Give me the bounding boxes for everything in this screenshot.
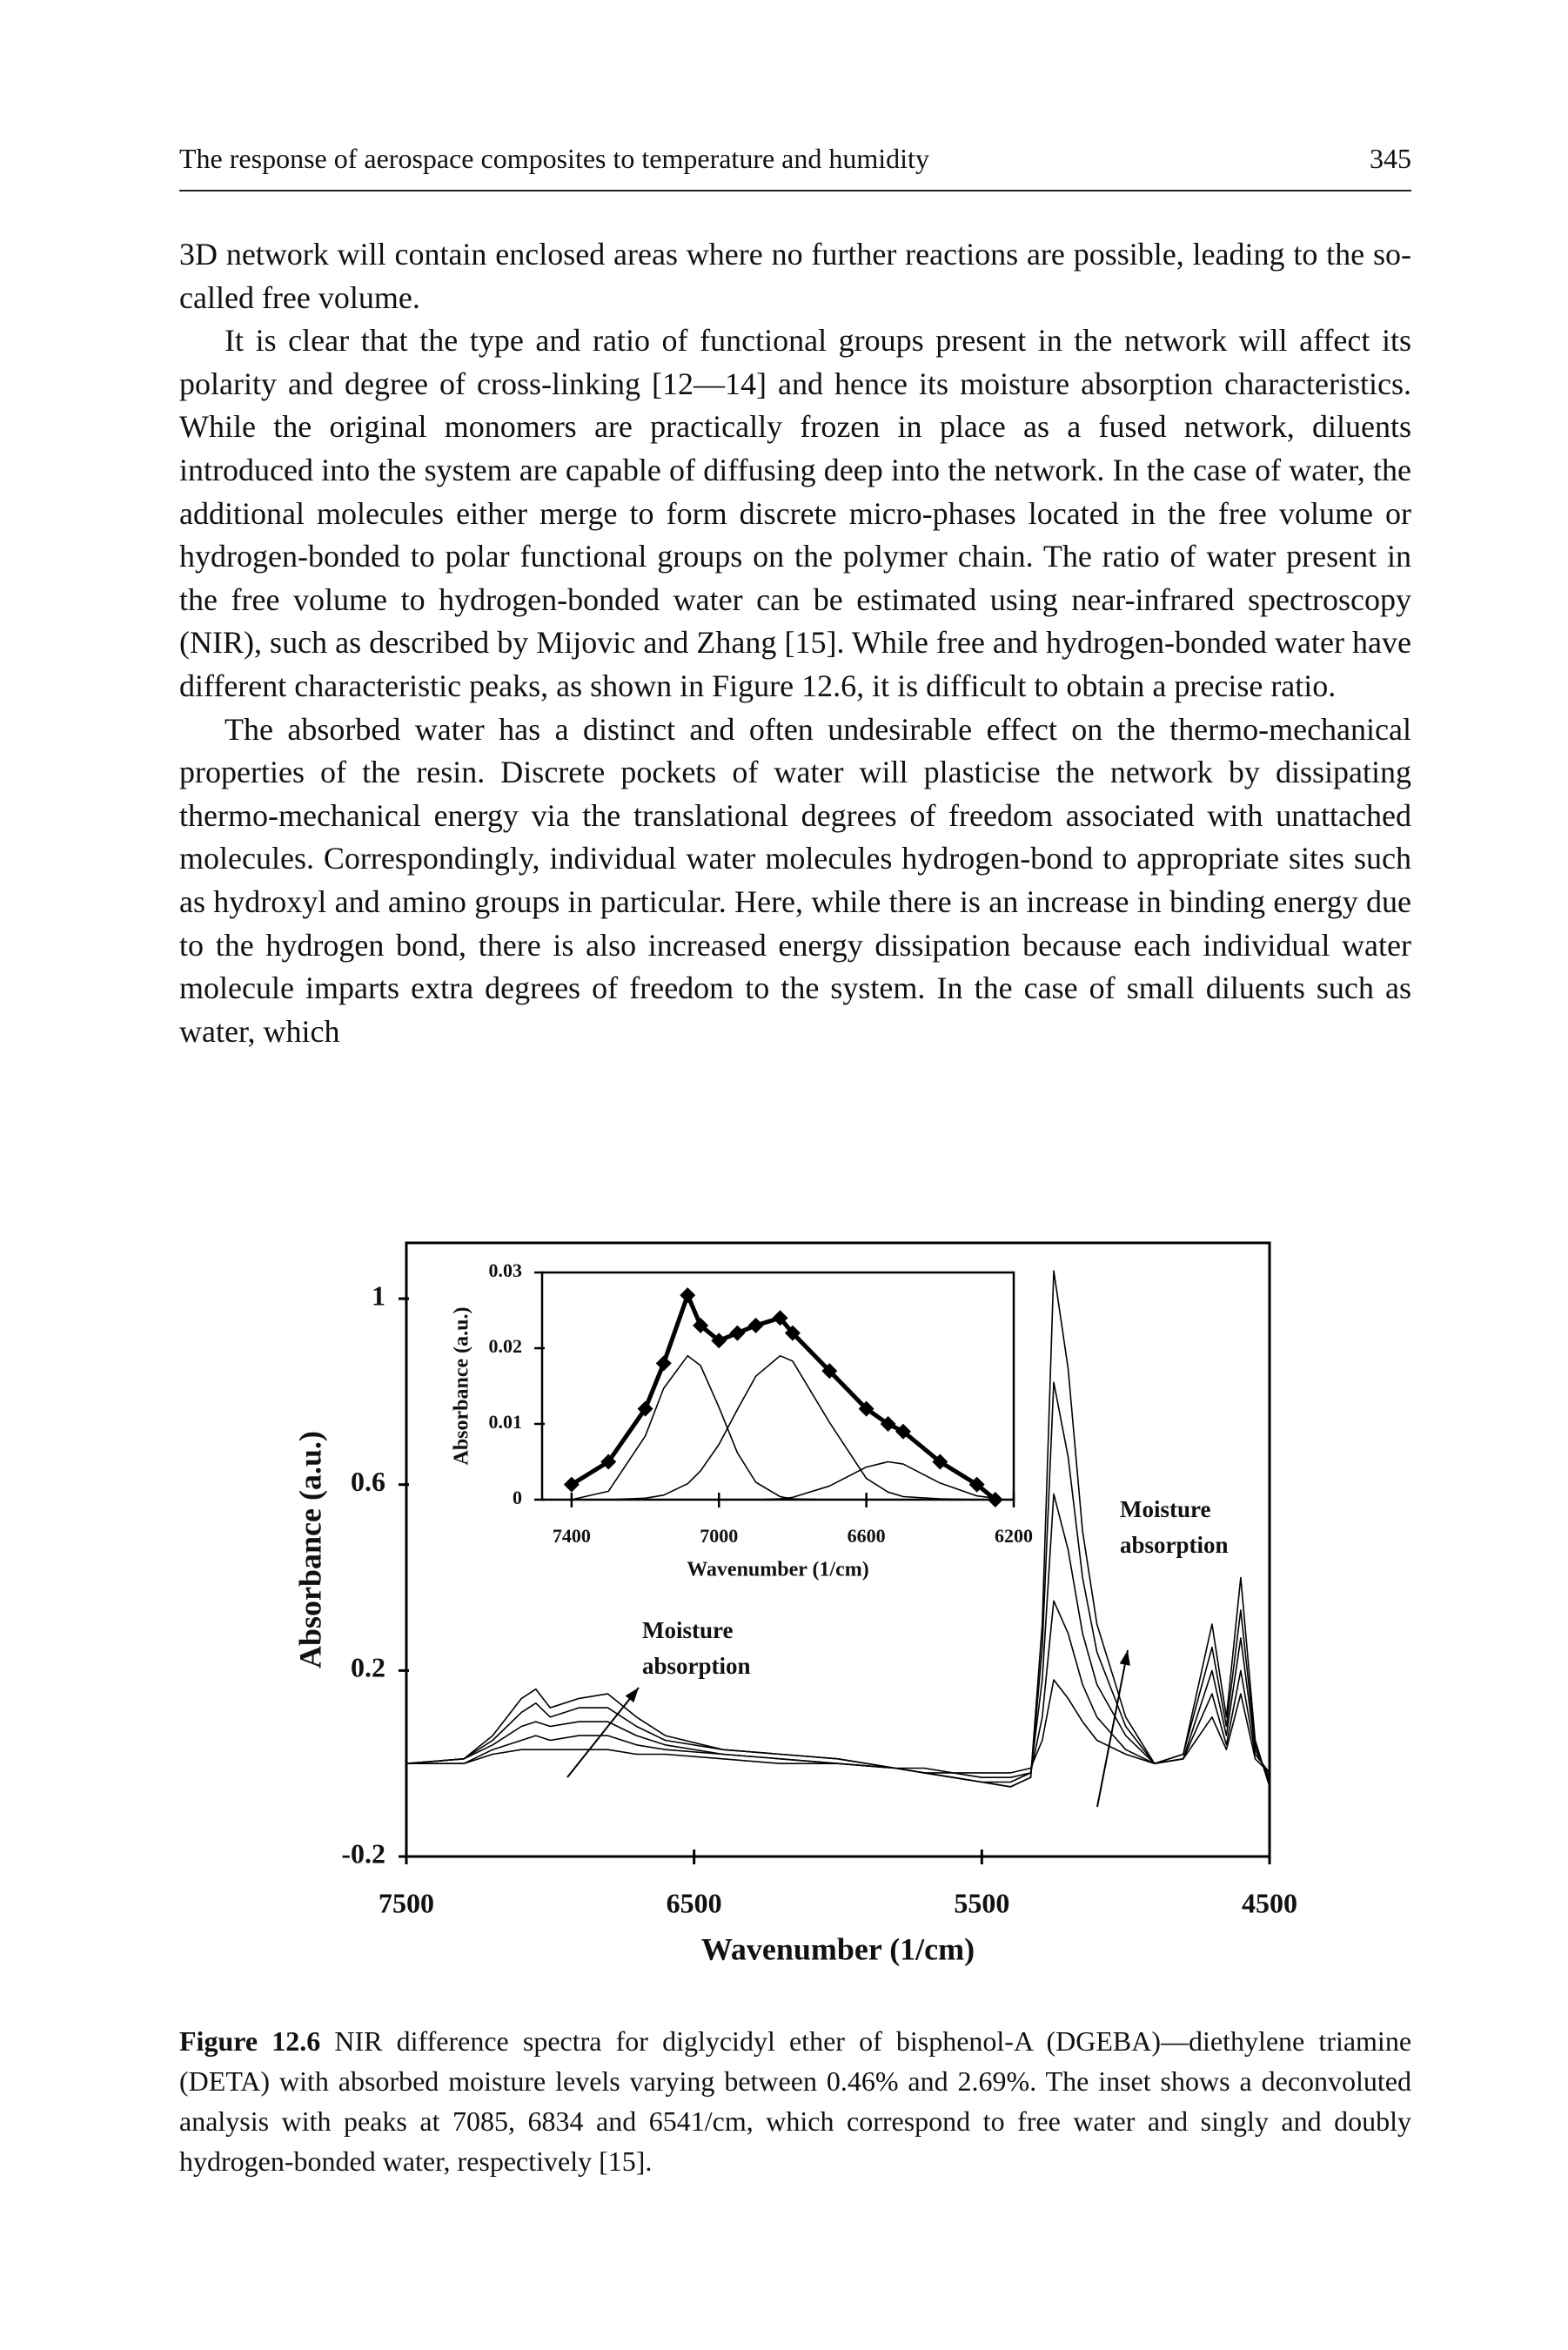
spectrum-line <box>571 1354 995 1501</box>
spectrum-line <box>570 1292 997 1501</box>
data-point <box>711 1333 727 1349</box>
caption-label: Figure 12.6 <box>179 2025 321 2057</box>
data-point <box>747 1317 764 1333</box>
x-tick-label: 4500 <box>1242 1887 1297 1918</box>
y-tick-label: 0 <box>513 1487 522 1508</box>
x-tick-label: 7400 <box>553 1525 591 1547</box>
caption-text: NIR difference spectra for diglycidyl et… <box>179 2025 1412 2177</box>
data-point <box>563 1476 580 1493</box>
data-point <box>968 1476 985 1493</box>
data-point <box>693 1317 709 1333</box>
arrow-head <box>1119 1650 1130 1666</box>
data-point <box>655 1355 672 1372</box>
data-point <box>858 1400 874 1417</box>
data-point <box>987 1492 1003 1507</box>
y-tick-label: 0.2 <box>351 1652 385 1683</box>
running-header: The response of aerospace composites to … <box>179 143 929 174</box>
annotation-arrow <box>566 1687 640 1778</box>
body-text: 3D network will contain enclosed areas w… <box>179 233 1411 1053</box>
y-axis-title: Absorbance (a.u.) <box>292 1431 327 1668</box>
data-point <box>895 1423 911 1440</box>
paragraph: 3D network will contain enclosed areas w… <box>179 237 1411 315</box>
annotation: Moisture <box>642 1617 733 1643</box>
data-point <box>637 1400 653 1417</box>
y-tick-label: 1 <box>372 1279 385 1311</box>
y-tick-label: 0.6 <box>351 1466 385 1497</box>
data-point <box>600 1454 617 1470</box>
header-rule <box>179 190 1411 191</box>
x-tick-label: 5500 <box>954 1887 1009 1918</box>
data-point <box>729 1325 746 1341</box>
annotation-arrow <box>1096 1649 1129 1808</box>
annotation: Moisture <box>1120 1496 1210 1522</box>
data-point <box>772 1310 788 1326</box>
y-axis-title: Absorbance (a.u.) <box>451 1306 473 1465</box>
spectrum-line <box>571 1460 995 1501</box>
data-point <box>680 1287 696 1304</box>
x-tick-label: 6500 <box>667 1887 722 1918</box>
data-point <box>932 1454 948 1470</box>
x-tick-label: 7000 <box>700 1525 738 1547</box>
spectrum-line <box>571 1354 995 1501</box>
x-tick-label: 6600 <box>848 1525 886 1547</box>
plot-frame <box>540 1271 1015 1501</box>
data-point <box>880 1416 896 1432</box>
paragraph: It is clear that the type and ratio of f… <box>179 323 1411 703</box>
y-tick-label: 0.03 <box>489 1259 523 1281</box>
figure-caption: Figure 12.6 NIR difference spectra for d… <box>179 2021 1411 2181</box>
annotation: absorption <box>1120 1532 1229 1558</box>
spectrum-line <box>406 1679 1270 1774</box>
x-axis-title: Wavenumber (1/cm) <box>701 1931 975 1966</box>
arrow-head <box>625 1688 639 1703</box>
y-tick-label: 0.02 <box>489 1335 523 1357</box>
y-tick-label: -0.2 <box>341 1837 385 1869</box>
annotation: absorption <box>642 1653 751 1679</box>
plot-frame <box>405 1241 1271 1858</box>
page-number: 345 <box>1370 143 1411 174</box>
x-axis-title: Wavenumber (1/cm) <box>687 1559 869 1581</box>
x-tick-label: 6200 <box>995 1525 1033 1547</box>
x-tick-label: 7500 <box>379 1887 434 1918</box>
y-tick-label: 0.01 <box>489 1411 523 1433</box>
data-point <box>784 1325 801 1341</box>
paragraph: The absorbed water has a distinct and of… <box>179 711 1411 1049</box>
data-point <box>821 1363 838 1380</box>
